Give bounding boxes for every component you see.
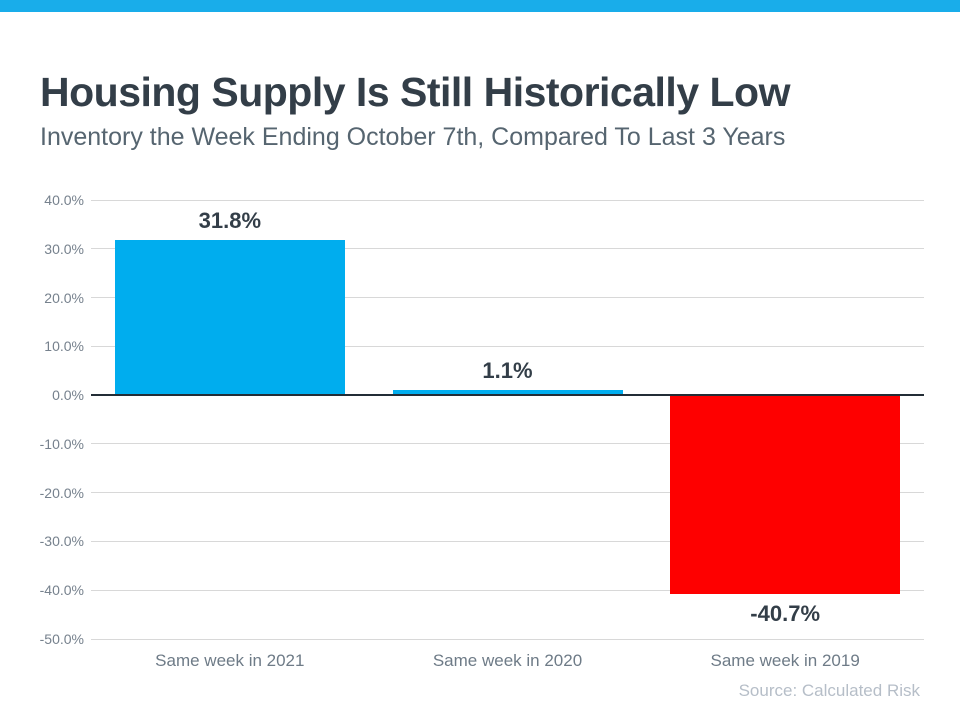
y-axis-tick-label: 20.0% xyxy=(44,289,84,306)
gridline xyxy=(91,638,924,640)
accent-stripe xyxy=(0,0,960,12)
gridline xyxy=(91,297,924,299)
x-axis-category-label: Same week in 2019 xyxy=(710,651,860,670)
bar xyxy=(392,389,623,396)
gridline xyxy=(91,199,924,201)
gridline xyxy=(91,345,924,347)
x-axis-category-label: Same week in 2021 xyxy=(155,651,305,670)
gridline xyxy=(91,492,924,494)
source-note: Source: Calculated Risk xyxy=(738,681,920,700)
bar-value-label: -40.7% xyxy=(750,600,821,626)
y-axis-tick-label: -20.0% xyxy=(39,484,84,501)
y-axis-tick-label: 30.0% xyxy=(44,240,84,257)
gridline xyxy=(91,248,924,250)
bar-value-label: 1.1% xyxy=(482,357,533,383)
y-axis-tick-label: 40.0% xyxy=(44,192,84,208)
y-axis-tick-label: -10.0% xyxy=(39,435,84,452)
gridline xyxy=(91,540,924,542)
chart-title: Housing Supply Is Still Historically Low xyxy=(40,69,791,116)
bar xyxy=(670,395,901,594)
y-axis-tick-label: -50.0% xyxy=(39,631,84,647)
bar-value-label: 31.8% xyxy=(198,207,262,233)
chart-subtitle: Inventory the Week Ending October 7th, C… xyxy=(40,122,786,151)
x-axis-category-label: Same week in 2020 xyxy=(432,651,583,670)
gridline xyxy=(91,443,924,445)
zero-axis-line xyxy=(91,394,924,397)
y-axis-tick-label: 10.0% xyxy=(44,338,84,355)
gridline xyxy=(91,589,924,591)
y-axis-tick-label: -30.0% xyxy=(39,533,84,550)
y-axis-tick-label: -40.0% xyxy=(39,582,84,599)
y-axis-tick-label: 0.0% xyxy=(52,387,84,404)
bar xyxy=(114,239,345,396)
